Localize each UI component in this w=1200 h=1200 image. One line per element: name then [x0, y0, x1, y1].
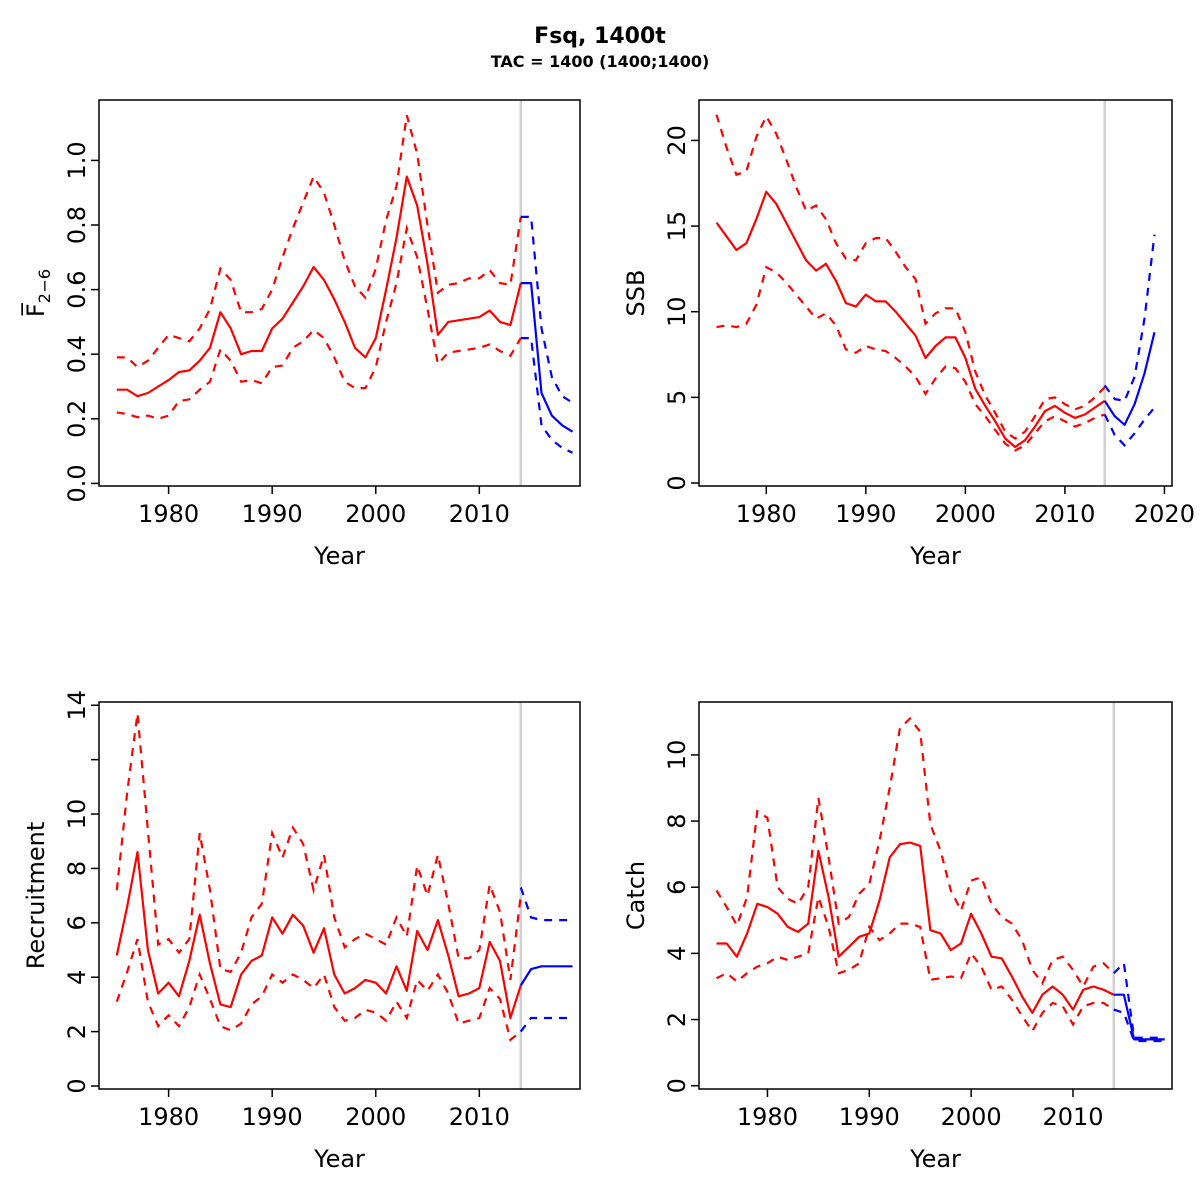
y-axis-tick-label: 2 [63, 1024, 91, 1039]
f-history-lower-ci-line [116, 224, 522, 420]
recruitment-forecast-upper-ci-line [519, 887, 573, 922]
ssb-history-median-line [715, 190, 1106, 449]
ssb-forecast-median-line [1103, 332, 1156, 426]
ssb-history-lower-ci-line [716, 265, 1106, 452]
catch-history-lower-ci-line [716, 892, 1115, 1034]
figure-title: Fsq, 1400t [534, 24, 666, 49]
y-axis-tick-label: 8 [663, 813, 691, 828]
catch-history-median-line [716, 841, 1115, 1015]
y-axis-title: SSB [622, 270, 650, 317]
x-axis-title: Year [909, 1145, 961, 1173]
y-axis-tick-label: 4 [663, 946, 691, 961]
x-axis-tick-label: 2010 [1034, 500, 1095, 528]
f-history-median-line [116, 175, 522, 398]
x-axis-title: Year [909, 542, 961, 570]
f-forecast-lower-ci-line [520, 337, 573, 454]
x-axis-tick-label: 2010 [1042, 1103, 1103, 1131]
catch-forecast-median-line [1113, 993, 1165, 1041]
y-axis-tick-label: 0.6 [63, 271, 91, 309]
x-axis-tick-label: 1990 [835, 500, 896, 528]
catch-forecast-upper-ci-line [1112, 960, 1165, 1039]
y-axis-tick-label: 0.4 [63, 335, 91, 373]
x-axis-tick-label: 1980 [737, 1103, 798, 1131]
plot-box [698, 99, 1173, 487]
x-axis-title: Year [313, 1145, 365, 1173]
y-axis-tick-label: 0 [663, 1078, 691, 1093]
ssb-history-upper-ci-line [715, 114, 1106, 440]
y-axis-tick-label: 10 [663, 296, 691, 327]
ssb-forecast-upper-ci-line [1103, 234, 1156, 403]
y-axis-tick-label: 6 [663, 880, 691, 895]
x-axis-tick-label: 2000 [345, 500, 406, 528]
panel-ssb: 1980 1990 2000 2010 2020 0 5 10 15 20 Year SSB [622, 99, 1195, 570]
y-axis-tick-label: 0.0 [63, 464, 91, 502]
y-axis-tick-label: 14 [63, 690, 91, 721]
x-axis-tick-label: 2010 [449, 500, 510, 528]
catch-history-upper-ci-line [715, 716, 1115, 989]
y-axis-tick-label: 2 [663, 1012, 691, 1027]
x-axis-tick-label: 2000 [345, 1103, 406, 1131]
x-axis-tick-label: 1980 [138, 500, 199, 528]
y-axis-tick-label: 8 [63, 861, 91, 876]
x-axis-tick-label: 2010 [449, 1103, 510, 1131]
panel-f: 1980 1990 2000 2010 0.0 0.2 0.4 0.6 0.8 1.0 Year F̅… [21, 99, 581, 570]
recruitment-history-lower-ci-line [115, 938, 522, 1042]
f-forecast-median-line [520, 282, 574, 433]
x-axis-tick-label: 1990 [242, 500, 303, 528]
y-axis-tick-label: 0.2 [63, 400, 91, 438]
x-axis-tick-label: 2000 [935, 500, 996, 528]
plot-box [698, 701, 1173, 1090]
x-axis-title: Year [313, 542, 365, 570]
y-axis-tick-label: 10 [663, 740, 691, 771]
plot-box [98, 701, 581, 1090]
panel-catch: 1980 1990 2000 2010 0 2 4 6 8 10 Year Catch [622, 701, 1173, 1173]
x-axis-tick-label: 1990 [839, 1103, 900, 1131]
x-axis-tick-label: 1980 [736, 500, 797, 528]
y-axis-tick-label: 1.0 [63, 141, 91, 179]
y-axis-tick-label: 0 [63, 1078, 91, 1093]
x-axis-tick-label: 1980 [138, 1103, 199, 1131]
plot-box [98, 99, 581, 487]
recruitment-history-median-line [115, 850, 522, 1020]
y-axis-tick-label: 20 [663, 125, 691, 156]
y-axis-tick-label: 15 [663, 211, 691, 242]
y-axis-tick-label: 4 [63, 970, 91, 985]
y-axis-tick-label: 5 [663, 390, 691, 405]
figure-subtitle: TAC = 1400 (1400;1400) [490, 52, 710, 71]
x-axis-tick-label: 2020 [1134, 500, 1195, 528]
recruitment-forecast-lower-ci-line [519, 1016, 573, 1033]
f-history-upper-ci-line [116, 114, 522, 369]
y-axis-title: Catch [622, 861, 650, 930]
catch-forecast-lower-ci-line [1113, 1008, 1165, 1043]
y-axis-tick-label: 0 [663, 475, 691, 490]
y-axis-tick-label: 0.8 [63, 206, 91, 244]
recruitment-forecast-median-line [519, 965, 573, 986]
y-axis-title: Recruitment [22, 822, 50, 969]
y-axis-title: F̅2−6 [21, 269, 54, 317]
ssb-forecast-lower-ci-line [1103, 406, 1156, 447]
x-axis-tick-label: 2000 [941, 1103, 1002, 1131]
y-axis-tick-label: 6 [63, 915, 91, 930]
panel-recruitment: 1980 1990 2000 2010 0 2 4 6 8 10 14 Year Recruitment [22, 690, 581, 1173]
f-forecast-upper-ci-line [520, 215, 574, 404]
y-axis-tick-label: 10 [63, 799, 91, 830]
x-axis-tick-label: 1990 [242, 1103, 303, 1131]
